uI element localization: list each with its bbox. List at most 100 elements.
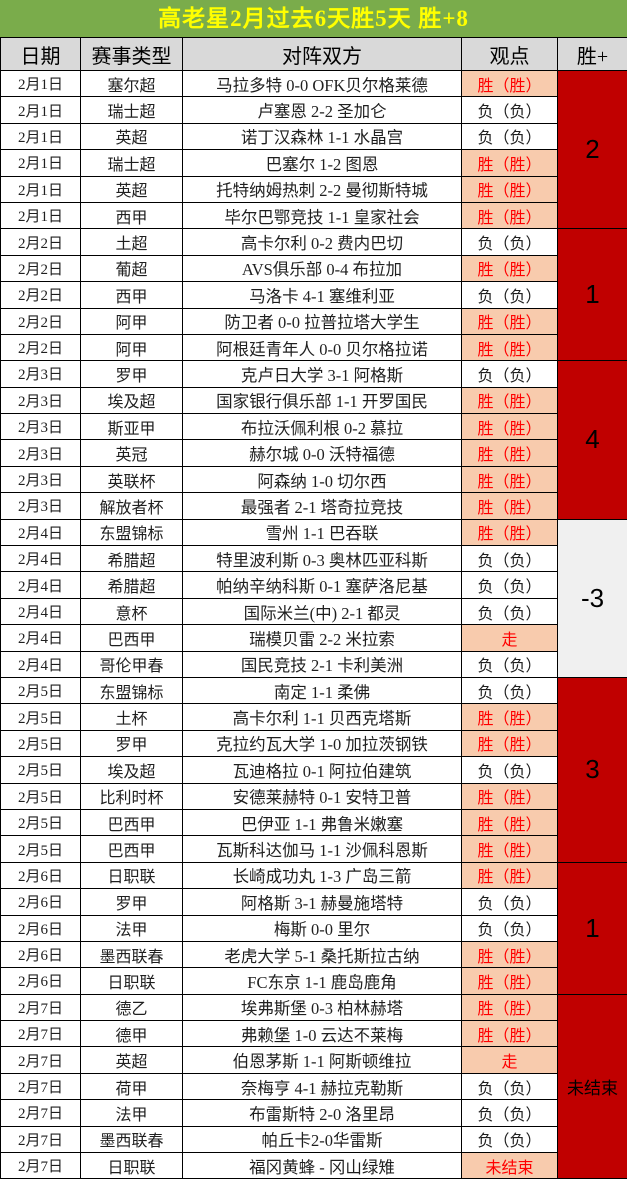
cell-date: 2月5日: [1, 809, 81, 835]
cell-league: 英联杯: [81, 466, 183, 492]
cell-match: 高卡尔利 0-2 费内巴切: [183, 229, 462, 255]
cell-date: 2月6日: [1, 968, 81, 994]
cell-view: 走: [462, 625, 558, 651]
cell-date: 2月3日: [1, 387, 81, 413]
cell-date: 2月7日: [1, 1047, 81, 1073]
cell-league: 哥伦甲春: [81, 651, 183, 677]
cell-view: 负（负）: [462, 915, 558, 941]
table-row: 2月7日日职联福冈黄蜂 - 冈山绿雉未结束: [1, 1153, 627, 1179]
table-row: 2月7日墨西联春帕丘卡2-0华雷斯负（负）: [1, 1126, 627, 1152]
table-header: 日期 赛事类型 对阵双方 观点 胜+: [1, 38, 627, 71]
cell-league: 希腊超: [81, 572, 183, 598]
cell-league: 法甲: [81, 1100, 183, 1126]
cell-league: 巴西甲: [81, 836, 183, 862]
cell-match: 帕纳辛纳科斯 0-1 塞萨洛尼基: [183, 572, 462, 598]
table-row: 2月2日土超高卡尔利 0-2 费内巴切负（负）1: [1, 229, 627, 255]
cell-view: 负（负）: [462, 677, 558, 703]
cell-date: 2月4日: [1, 625, 81, 651]
table-row: 2月3日解放者杯最强者 2-1 塔奇拉竞技胜（胜）: [1, 493, 627, 519]
spreadsheet-root: 高老星2月过去6天胜5天 胜+8 日期 赛事类型 对阵双方 观点 胜+ 2月1日…: [0, 0, 627, 1088]
cell-win-total: 1: [558, 229, 627, 361]
table-row: 2月5日土杯高卡尔利 1-1 贝西克塔斯胜（胜）: [1, 704, 627, 730]
cell-league: 墨西联春: [81, 941, 183, 967]
cell-league: 意杯: [81, 598, 183, 624]
cell-date: 2月5日: [1, 757, 81, 783]
table-row: 2月4日希腊超特里波利斯 0-3 奥林匹亚科斯负（负）: [1, 546, 627, 572]
cell-win-total: -3: [558, 519, 627, 677]
cell-win-total: 3: [558, 677, 627, 862]
cell-league: 英超: [81, 1047, 183, 1073]
cell-view: 负（负）: [462, 572, 558, 598]
cell-view: 负（负）: [462, 1100, 558, 1126]
cell-date: 2月5日: [1, 836, 81, 862]
table-row: 2月4日哥伦甲春国民竞技 2-1 卡利美洲负（负）: [1, 651, 627, 677]
cell-match: 国际米兰(中) 2-1 都灵: [183, 598, 462, 624]
cell-win-total: 4: [558, 361, 627, 519]
cell-league: 比利时杯: [81, 783, 183, 809]
table-row: 2月3日英联杯阿森纳 1-0 切尔西胜（胜）: [1, 466, 627, 492]
table-row: 2月3日罗甲克卢日大学 3-1 阿格斯负（负）4: [1, 361, 627, 387]
cell-view: 负（负）: [462, 757, 558, 783]
cell-match: 奈梅亨 4-1 赫拉克勒斯: [183, 1073, 462, 1099]
table-row: 2月2日西甲马洛卡 4-1 塞维利亚负（负）: [1, 282, 627, 308]
cell-win-total: 未结束: [558, 994, 627, 1179]
cell-view: 负（负）: [462, 361, 558, 387]
cell-league: 日职联: [81, 968, 183, 994]
cell-match: 阿森纳 1-0 切尔西: [183, 466, 462, 492]
table-row: 2月5日比利时杯安德莱赫特 0-1 安特卫普胜（胜）: [1, 783, 627, 809]
cell-match: 马拉多特 0-0 OFK贝尔格莱德: [183, 71, 462, 97]
cell-match: 高卡尔利 1-1 贝西克塔斯: [183, 704, 462, 730]
cell-date: 2月7日: [1, 1073, 81, 1099]
cell-league: 阿甲: [81, 334, 183, 360]
table-row: 2月5日巴西甲巴伊亚 1-1 弗鲁米嫩塞胜（胜）: [1, 809, 627, 835]
table-row: 2月6日日职联长崎成功丸 1-3 广岛三箭胜（胜）1: [1, 862, 627, 888]
cell-view: 负（负）: [462, 598, 558, 624]
cell-date: 2月1日: [1, 202, 81, 228]
cell-view: 胜（胜）: [462, 440, 558, 466]
table-row: 2月2日阿甲阿根廷青年人 0-0 贝尔格拉诺胜（胜）: [1, 334, 627, 360]
cell-match: 瓦迪格拉 0-1 阿拉伯建筑: [183, 757, 462, 783]
cell-date: 2月2日: [1, 334, 81, 360]
cell-date: 2月3日: [1, 414, 81, 440]
table-row: 2月5日东盟锦标南定 1-1 柔佛负（负）3: [1, 677, 627, 703]
cell-league: 解放者杯: [81, 493, 183, 519]
table-row: 2月1日英超托特纳姆热刺 2-2 曼彻斯特城胜（胜）: [1, 176, 627, 202]
cell-league: 罗甲: [81, 361, 183, 387]
cell-match: 帕丘卡2-0华雷斯: [183, 1126, 462, 1152]
cell-league: 巴西甲: [81, 809, 183, 835]
cell-league: 法甲: [81, 915, 183, 941]
cell-date: 2月1日: [1, 150, 81, 176]
cell-match: 克拉约瓦大学 1-0 加拉茨钢铁: [183, 730, 462, 756]
table-row: 2月5日罗甲克拉约瓦大学 1-0 加拉茨钢铁胜（胜）: [1, 730, 627, 756]
cell-match: 瓦斯科达伽马 1-1 沙佩科恩斯: [183, 836, 462, 862]
cell-match: 布雷斯特 2-0 洛里昂: [183, 1100, 462, 1126]
cell-date: 2月4日: [1, 651, 81, 677]
cell-match: 长崎成功丸 1-3 广岛三箭: [183, 862, 462, 888]
cell-date: 2月1日: [1, 71, 81, 97]
cell-view: 胜（胜）: [462, 1021, 558, 1047]
cell-date: 2月3日: [1, 493, 81, 519]
table-row: 2月1日西甲毕尔巴鄂竞技 1-1 皇家社会胜（胜）: [1, 202, 627, 228]
cell-view: 胜（胜）: [462, 493, 558, 519]
table-row: 2月7日德乙埃弗斯堡 0-3 柏林赫塔胜（胜）未结束: [1, 994, 627, 1020]
cell-date: 2月5日: [1, 730, 81, 756]
cell-match: 国民竞技 2-1 卡利美洲: [183, 651, 462, 677]
table-row: 2月4日巴西甲瑞模贝雷 2-2 米拉索走: [1, 625, 627, 651]
table-row: 2月6日墨西联春老虎大学 5-1 桑托斯拉古纳胜（胜）: [1, 941, 627, 967]
cell-match: 卢塞恩 2-2 圣加仑: [183, 97, 462, 123]
header-row: 日期 赛事类型 对阵双方 观点 胜+: [1, 38, 627, 71]
table-row: 2月7日荷甲奈梅亨 4-1 赫拉克勒斯负（负）: [1, 1073, 627, 1099]
cell-match: 特里波利斯 0-3 奥林匹亚科斯: [183, 546, 462, 572]
cell-view: 走: [462, 1047, 558, 1073]
cell-match: FC东京 1-1 鹿岛鹿角: [183, 968, 462, 994]
column-header-match: 对阵双方: [183, 38, 462, 71]
cell-view: 负（负）: [462, 97, 558, 123]
cell-match: 赫尔城 0-0 沃特福德: [183, 440, 462, 466]
cell-league: 东盟锦标: [81, 519, 183, 545]
cell-match: 老虎大学 5-1 桑托斯拉古纳: [183, 941, 462, 967]
cell-match: 巴塞尔 1-2 图恩: [183, 150, 462, 176]
cell-league: 巴西甲: [81, 625, 183, 651]
column-header-league: 赛事类型: [81, 38, 183, 71]
cell-match: 弗赖堡 1-0 云达不莱梅: [183, 1021, 462, 1047]
